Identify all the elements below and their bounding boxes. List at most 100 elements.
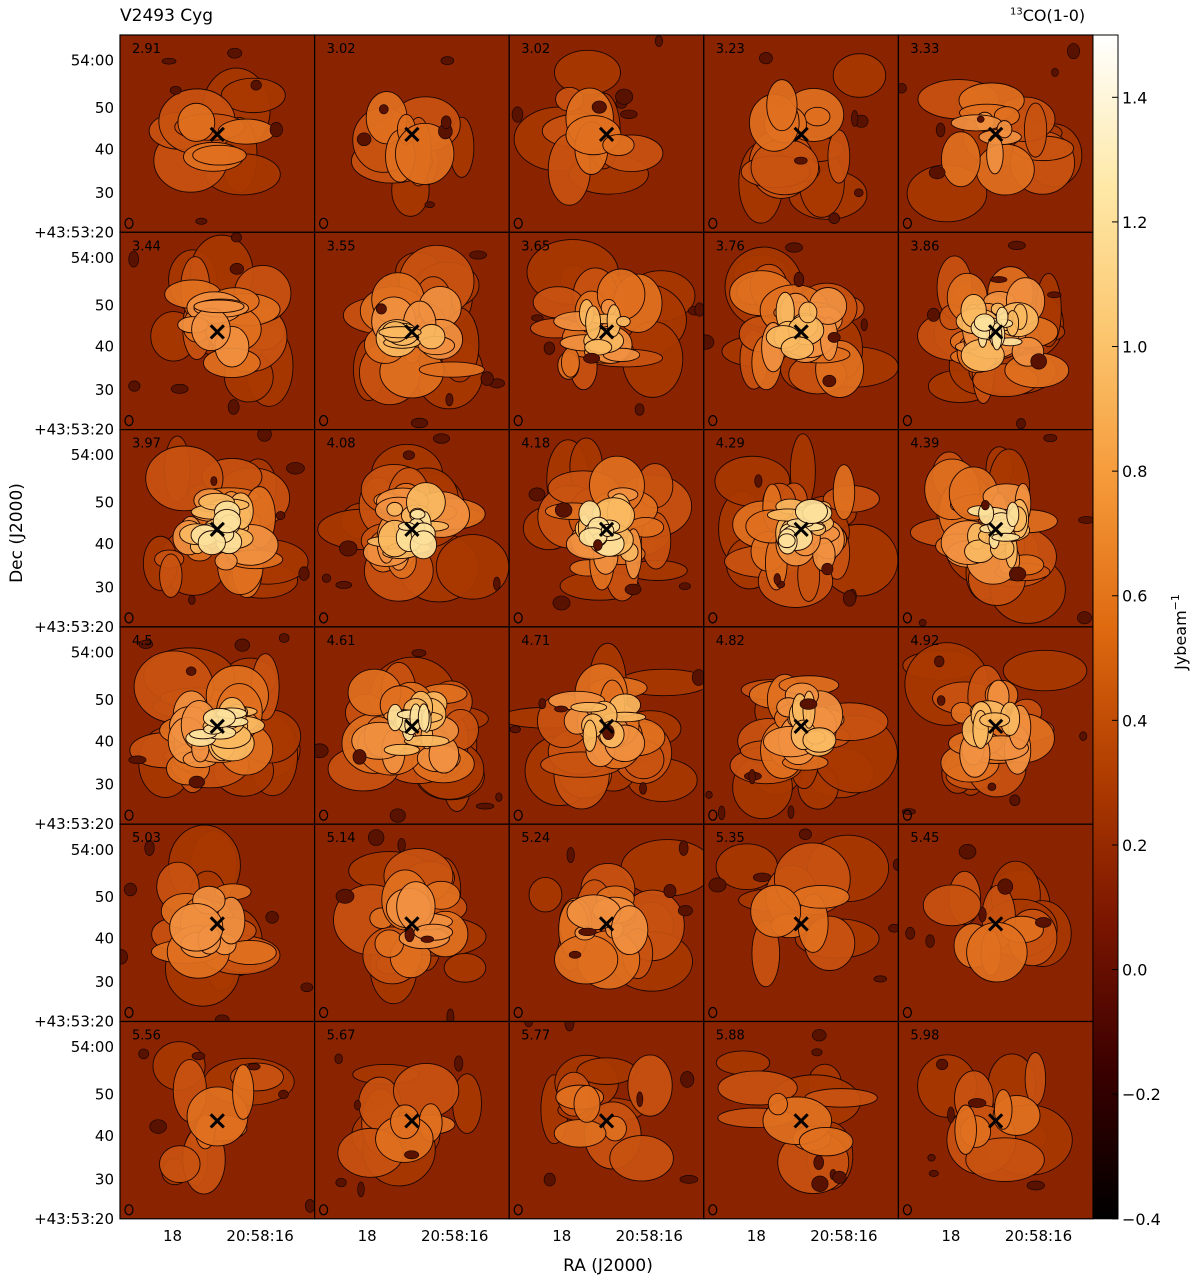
absorption-contour	[543, 341, 555, 355]
absorption-contour	[754, 474, 763, 488]
absorption-contour	[936, 695, 946, 706]
absorption-contour	[524, 1021, 534, 1028]
source-marker: ×	[206, 909, 228, 939]
absorption-contour	[639, 782, 647, 795]
emission-contour	[573, 1085, 601, 1123]
colorbar-gradient	[1092, 34, 1119, 1220]
line-name: 13CO(1-0)	[1010, 6, 1085, 25]
absorption-contour	[980, 499, 990, 511]
emission-contour	[973, 313, 996, 332]
channel-panels: × 2.91 × 3.02 × 3.02 × 3.23 × 3.33 × 3.44 × 3.55 × 3.65…	[119, 34, 1094, 1220]
absorption-contour	[1079, 731, 1088, 741]
emission-contour	[374, 929, 404, 958]
emission-contour	[192, 144, 247, 166]
y-tick-label: 30	[95, 1170, 114, 1188]
absorption-contour	[888, 923, 899, 933]
absorption-contour	[424, 201, 435, 209]
y-tick-label: 30	[95, 578, 114, 596]
absorption-contour	[123, 882, 137, 897]
channel-panel: × 3.23	[703, 34, 899, 233]
absorption-contour	[1078, 516, 1094, 524]
emission-contour	[410, 508, 426, 520]
absorption-contour	[811, 1029, 827, 1042]
channel-panel: × 3.76	[703, 231, 899, 431]
absorption-contour	[936, 1058, 949, 1070]
emission-contour	[986, 134, 1004, 175]
absorption-contour	[227, 399, 240, 415]
x-tick-label: 20:58:16	[226, 1227, 293, 1245]
velocity-label: 5.56	[132, 1029, 161, 1044]
beam-ellipse	[902, 612, 913, 624]
absorption-contour	[275, 511, 286, 520]
y-tick-label: 50	[95, 494, 114, 512]
velocity-label: 4.29	[716, 437, 745, 452]
beam-ellipse	[124, 1204, 134, 1216]
absorption-contour	[905, 926, 916, 940]
emission-contour	[159, 553, 183, 598]
x-axis-tick-labels: 18 20:58:16 18 20:58:16 18 20:58:16 18 20:58:16…	[163, 1227, 1072, 1245]
absorption-contour	[410, 417, 429, 429]
absorption-contour	[927, 1153, 936, 1162]
emission-contour	[383, 743, 420, 756]
absorption-contour	[1026, 1180, 1045, 1191]
absorption-contour	[1030, 353, 1047, 370]
emission-contour	[214, 551, 238, 571]
velocity-label: 5.77	[521, 1029, 550, 1044]
emission-contour	[169, 903, 224, 952]
channel-panel: × 5.24	[508, 823, 705, 1023]
absorption-contour	[798, 828, 812, 840]
emission-contour	[390, 1104, 421, 1140]
absorption-contour	[339, 540, 358, 557]
absorption-contour	[827, 332, 841, 343]
absorption-contour	[227, 47, 243, 59]
absorption-contour	[773, 573, 781, 585]
absorption-contour	[378, 104, 389, 115]
velocity-label: 3.23	[716, 42, 745, 57]
absorption-contour	[335, 1177, 347, 1188]
y-tick-label: 50	[95, 99, 114, 117]
channel-panel: × 3.55	[314, 231, 510, 431]
velocity-label: 3.97	[132, 437, 161, 452]
absorption-contour	[528, 487, 546, 502]
y-tick-label: 50	[95, 1086, 114, 1104]
source-marker: ×	[596, 120, 618, 150]
y-tick-label: 30	[95, 184, 114, 202]
absorption-contour	[678, 840, 689, 856]
absorption-contour	[191, 1051, 206, 1061]
emission-contour	[777, 533, 796, 549]
absorption-contour	[620, 109, 638, 119]
absorption-contour	[1035, 917, 1052, 928]
emission-contour	[750, 884, 802, 938]
emission-contour	[554, 934, 619, 985]
beam-ellipse	[902, 809, 913, 821]
absorption-contour	[552, 595, 571, 611]
source-marker: ×	[206, 1106, 228, 1136]
y-tick-label: +43:53:20	[34, 1013, 114, 1031]
x-tick-label: 18	[747, 1227, 766, 1245]
colorbar-tick-label: 1.0	[1122, 338, 1147, 357]
absorption-contour	[593, 539, 603, 551]
y-tick-label: 50	[95, 888, 114, 906]
emission-contour	[798, 1126, 854, 1157]
absorption-contour	[624, 583, 642, 596]
colorbar: 1.4 1.2 1.0 0.8 0.6 0.4 0.2 0.0 −0.2 −0.4	[1092, 34, 1161, 1229]
emission-contour	[443, 952, 487, 983]
absorption-contour	[785, 242, 803, 253]
y-tick-label: 30	[95, 381, 114, 399]
absorption-contour	[446, 1008, 455, 1022]
absorption-contour	[851, 110, 859, 127]
emission-contour	[403, 734, 450, 747]
absorption-contour	[822, 374, 837, 388]
y-tick-label: 54:00	[71, 1038, 114, 1056]
absorption-contour	[787, 805, 795, 819]
emission-contour	[232, 1064, 255, 1120]
emission-contour	[991, 322, 1003, 351]
velocity-label: 3.33	[910, 42, 939, 57]
source-marker: ×	[206, 712, 228, 742]
source-marker: ×	[985, 317, 1007, 347]
emission-contour	[767, 1092, 788, 1116]
absorption-contour	[185, 666, 197, 676]
channel-panel: × 5.45	[897, 823, 1094, 1023]
absorption-contour	[389, 808, 406, 823]
y-tick-label: +43:53:20	[34, 223, 114, 241]
